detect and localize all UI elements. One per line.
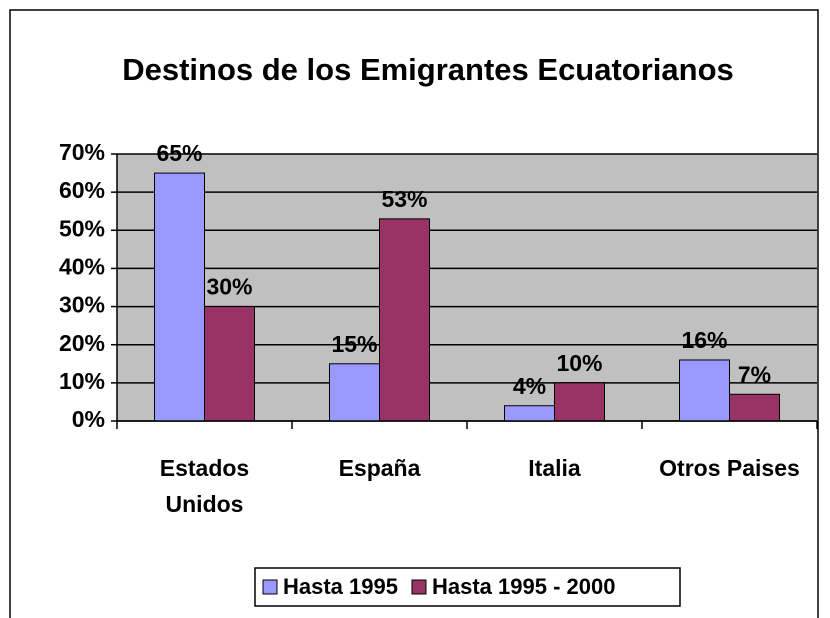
legend-swatch [411,579,427,595]
y-tick-label: 0% [72,406,105,432]
value-label: 53% [381,186,427,212]
value-label: 30% [206,274,252,300]
legend-label: Hasta 1995 - 2000 [432,574,615,599]
bar [679,359,730,422]
bar [504,405,555,422]
bar [729,393,780,422]
x-tick-label: Otros Paises [659,455,800,481]
value-label: 10% [556,350,602,376]
value-label: 15% [331,331,377,357]
x-tick-label: España [338,455,421,481]
y-tick-label: 20% [59,330,105,356]
value-label: 65% [156,140,202,166]
y-tick-label: 40% [59,254,105,280]
y-tick-label: 10% [59,368,105,394]
y-tick-label: 60% [59,177,105,203]
legend [254,567,681,607]
bar [554,382,605,422]
bar [329,363,380,422]
chart-frame [9,9,819,618]
legend-label: Hasta 1995 [283,574,398,599]
chart-title: Destinos de los Emigrantes Ecuatorianos [122,52,734,87]
bar [204,306,255,422]
y-tick-label: 70% [59,139,105,165]
x-tick-label: Estados Unidos [159,455,250,517]
bar [379,218,430,422]
bar [154,172,205,422]
x-tick-label: Italia [528,455,581,481]
value-label: 16% [681,327,727,353]
value-label: 4% [513,373,546,399]
y-tick-label: 50% [59,215,105,241]
y-tick-label: 30% [59,292,105,318]
value-label: 7% [738,361,771,387]
legend-swatch [262,579,278,595]
